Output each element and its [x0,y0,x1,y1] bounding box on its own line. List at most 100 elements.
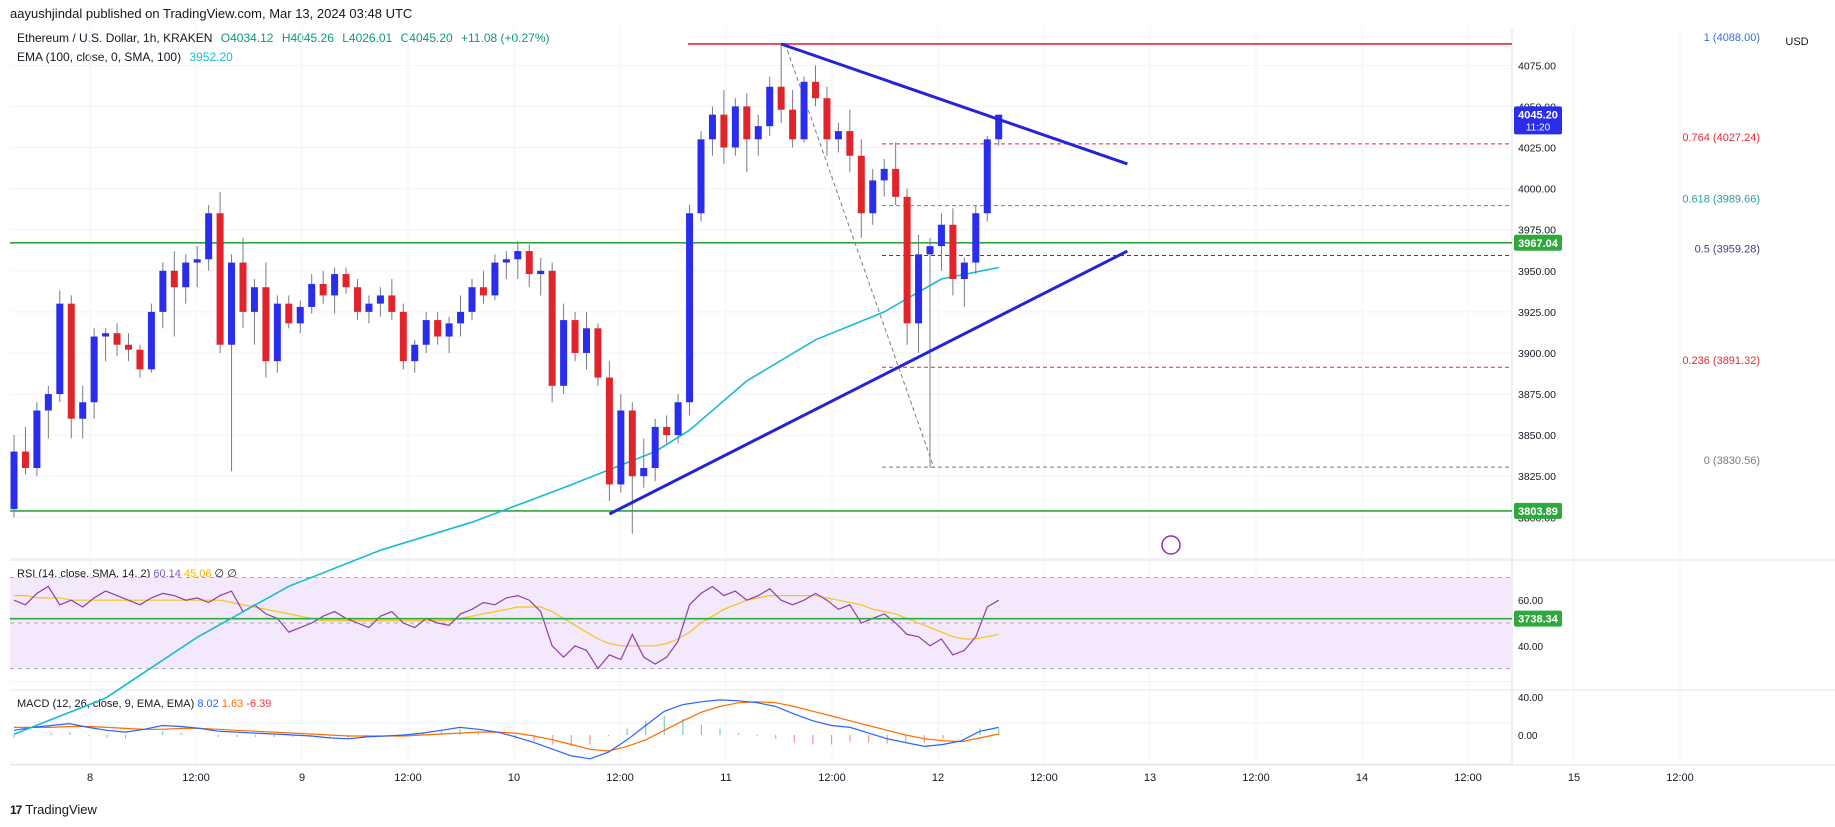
price-tick-label: 4000.00 [1518,184,1556,196]
candle-up [273,303,281,362]
time-tick-label: 12:00 [1454,772,1482,784]
currency-label: USD [1785,36,1808,48]
ema-legend: EMA (100, close, 0, SMA, 100) 3952.20 [17,50,238,64]
candle-down [720,114,728,148]
time-tick-label: 9 [299,772,305,784]
candle-down [594,328,602,378]
candle-down [342,274,350,288]
macd-value: 8.02 [197,698,219,710]
price-tick-label: 3900.00 [1518,348,1556,360]
price-tick-label: 4025.00 [1518,143,1556,155]
candle-up [193,259,201,263]
fib-level-label: 0 (3830.56) [1704,455,1760,467]
candle-up [491,262,499,296]
candle-up [834,131,842,140]
time-tick-label: 14 [1356,772,1368,784]
candle-up [880,168,888,181]
price-tick-label: 3950.00 [1518,266,1556,278]
price-tick-label: 3925.00 [1518,307,1556,319]
publisher-credit: aayushjindal published on TradingView.co… [10,6,413,21]
candle-up [422,320,430,345]
candle-up [800,81,808,140]
fib-level-label: 1 (4088.00) [1704,32,1760,44]
price-axis: USD4075.004050.004025.004000.003975.0039… [1518,36,1809,524]
candle-up [182,262,190,288]
candle-down [823,98,831,140]
macd-signal-value: 1.63 [221,698,244,710]
time-tick-label: 12:00 [1030,772,1058,784]
candle-up [869,180,877,214]
tradingview-logo[interactable]: 17 TradingView [10,802,97,817]
rsi-tick-label: 60.00 [1518,596,1543,607]
candle-up [926,246,934,255]
time-tick-label: 12:00 [182,772,210,784]
candle-down [479,287,487,296]
candle-up [686,213,694,403]
candle-up [640,468,648,477]
tradingview-brand: TradingView [25,802,97,817]
price-chart[interactable]: 60.00 40.00 40.00 0.00 1 (4088.00) 0.764 (4… [0,0,1835,800]
price-tag-box [1514,502,1562,519]
candle-down [262,287,270,362]
price-tag-label: 3738.34 [1518,614,1559,626]
time-tick-label: 12:00 [1666,772,1694,784]
candle-down [125,344,132,350]
grid [10,28,1835,766]
falling-resistance-trendline [780,42,1128,166]
macd-pane: 40.00 0.00 [13,693,1543,760]
candle-up [10,451,18,510]
candle-up [915,254,923,324]
time-tick-label: 10 [508,772,520,784]
rsi-lower-value: ∅ [227,568,237,580]
macd-line [13,699,999,760]
candle-up [468,287,476,312]
price-tag-box [1514,106,1562,135]
time-tick-label: 12:00 [818,772,846,784]
price-tag-label: 4045.20 [1518,109,1558,121]
candle-up [296,306,304,324]
candle-down [949,224,957,279]
candle-up [983,139,991,214]
candle-down [67,303,75,419]
candle-up [308,283,316,307]
candle-up [502,259,510,263]
candle-up [766,86,774,127]
ohlc-change: +11.08 (+0.27%) [461,31,550,45]
candle-down [216,213,224,345]
trendlines [608,42,1181,555]
candle-up [674,402,682,436]
candle-up [44,394,52,411]
candle-down [663,426,671,436]
candle-up [159,270,167,312]
rsi-ma-line [14,595,999,647]
candle-up [514,251,522,260]
rising-support-trendline [608,249,1129,516]
candle-down [21,451,29,468]
candle-down [857,155,865,214]
candle-up [651,426,659,468]
candle-up [376,295,384,304]
ohlc-open: O4034.12 [220,31,274,45]
candle-down [571,320,579,353]
candle-up [250,287,258,312]
candle-down [892,168,900,197]
candle-down [170,270,178,288]
tradingview-logo-icon: 17 [10,802,22,817]
candle-up [33,410,41,468]
candle-up [365,303,373,312]
candle-up [731,106,739,148]
candle-down [903,196,911,324]
candle-up [445,323,453,337]
price-tick-label: 3825.00 [1518,471,1556,483]
ohlc-close: C4045.20 [400,31,453,45]
macd-signal-line [14,701,999,752]
price-tag-label: 3803.89 [1518,506,1558,518]
candle-up [754,126,762,140]
price-tag-box [1514,610,1562,627]
candle-up [90,336,98,403]
candle-up [56,303,64,395]
candle-down [354,287,361,312]
candle-up [708,114,716,140]
candle-up [697,139,705,214]
